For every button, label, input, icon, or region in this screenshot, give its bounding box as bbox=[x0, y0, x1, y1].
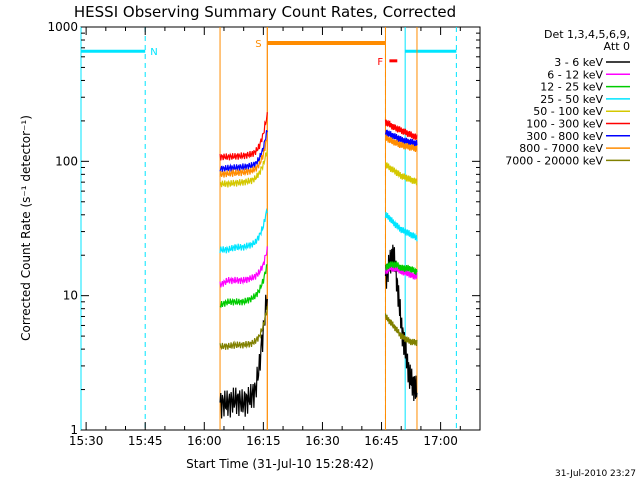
series-line-7-seg1 bbox=[219, 139, 268, 178]
y-tick-label-3: 1000 bbox=[47, 20, 78, 34]
series-line-7-seg2 bbox=[384, 134, 418, 153]
series-line-0-seg2 bbox=[384, 244, 418, 402]
y-tick-label-2: 100 bbox=[55, 154, 78, 168]
y-axis-label: Corrected Count Rate (s⁻¹ detector⁻¹) bbox=[19, 115, 33, 341]
series-8 bbox=[219, 306, 418, 351]
series-7 bbox=[219, 134, 418, 178]
x-tick-label-1: 15:45 bbox=[128, 434, 163, 448]
night-label: N bbox=[150, 47, 157, 58]
x-tick-label-4: 16:30 bbox=[305, 434, 340, 448]
series-5 bbox=[219, 112, 418, 161]
timestamp: 31-Jul-2010 23:27 bbox=[555, 469, 636, 479]
saa-label: S bbox=[255, 39, 261, 50]
x-tick-label-5: 16:45 bbox=[364, 434, 399, 448]
legend-label-2: 12 - 25 keV bbox=[540, 81, 603, 94]
series-layer bbox=[219, 112, 418, 419]
flare-label: F bbox=[377, 57, 383, 68]
legend-label-8: 7000 - 20000 keV bbox=[505, 154, 603, 167]
legend-label-6: 300 - 800 keV bbox=[526, 130, 603, 143]
x-axis-label: Start Time (31-Jul-10 15:28:42) bbox=[186, 457, 374, 471]
series-line-2-seg1 bbox=[219, 264, 268, 309]
axis-layer: 15:30 15:45 16:00 16:15 16:30 16:45 17:00 1 10 10… bbox=[47, 20, 481, 448]
y-tick-label-0: 1 bbox=[70, 423, 78, 437]
legend-label-3: 25 - 50 keV bbox=[540, 93, 603, 106]
series-line-3-seg2 bbox=[384, 212, 418, 242]
series-line-4-seg2 bbox=[384, 162, 418, 186]
series-2 bbox=[219, 260, 418, 309]
series-line-3-seg1 bbox=[219, 208, 268, 254]
legend-label-5: 100 - 300 keV bbox=[526, 118, 603, 131]
chart-title: HESSI Observing Summary Count Rates, Cor… bbox=[74, 3, 456, 21]
series-0 bbox=[219, 244, 418, 419]
legend-header-line-1: Det 1,3,4,5,6,9, bbox=[544, 28, 630, 41]
y-tick-label-1: 10 bbox=[63, 289, 78, 303]
series-line-4-seg1 bbox=[219, 149, 268, 188]
x-tick-label-3: 16:15 bbox=[246, 434, 281, 448]
x-tick-label-6: 17:00 bbox=[423, 434, 458, 448]
legend-header-line-2: Att 0 bbox=[604, 40, 630, 53]
legend-label-1: 6 - 12 keV bbox=[547, 68, 603, 81]
series-line-8-seg1 bbox=[219, 306, 268, 351]
series-line-6-seg2 bbox=[384, 129, 418, 147]
series-line-6-seg1 bbox=[219, 129, 268, 173]
series-line-2-seg2 bbox=[385, 260, 418, 276]
legend-label-7: 800 - 7000 keV bbox=[519, 142, 603, 155]
series-line-8-seg2 bbox=[384, 313, 418, 346]
plot-frame bbox=[80, 26, 481, 431]
x-tick-label-2: 16:00 bbox=[187, 434, 222, 448]
series-3 bbox=[219, 208, 418, 254]
legend-label-4: 50 - 100 keV bbox=[533, 105, 603, 118]
series-line-5-seg1 bbox=[219, 112, 268, 161]
series-6 bbox=[219, 129, 418, 173]
series-4 bbox=[219, 149, 418, 188]
series-line-1-seg1 bbox=[219, 246, 268, 288]
annotation-layer: N S F bbox=[80, 27, 457, 430]
series-line-5-seg2 bbox=[384, 119, 418, 141]
x-tick-label-0: 15:30 bbox=[69, 434, 104, 448]
series-line-0-seg1 bbox=[219, 294, 268, 419]
legend-label-0: 3 - 6 keV bbox=[554, 56, 603, 69]
